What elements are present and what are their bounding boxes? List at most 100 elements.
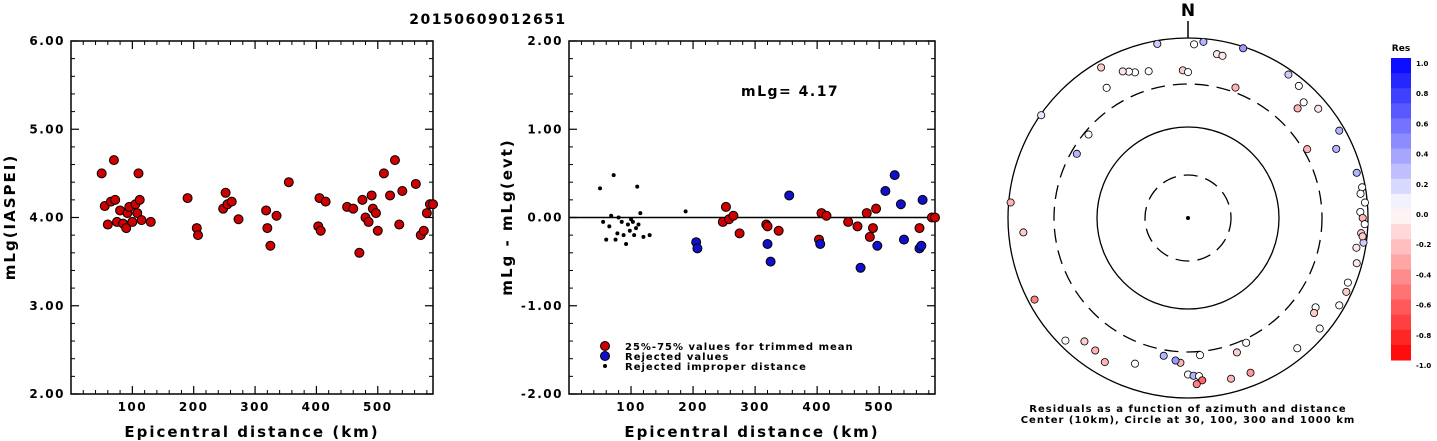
polar-station-point — [1315, 324, 1324, 333]
colorbar-cell — [1391, 254, 1411, 270]
panel1-accepted-point — [320, 196, 331, 207]
center-point — [1186, 216, 1190, 220]
polar-station-point — [1314, 104, 1323, 113]
panel2-improper-point — [598, 186, 603, 191]
colorbar-cell — [1391, 58, 1411, 74]
panel1-accepted-point — [108, 155, 119, 166]
panel2-rejected-point — [917, 194, 928, 205]
panel1-accepted-point — [96, 168, 107, 179]
legend-marker-improper — [603, 364, 607, 368]
colorbar-cell — [1391, 314, 1411, 331]
panel1-axes: 100 200 300 400 500 2.00 3.00 4.00 5.00 6.00 — [29, 34, 433, 414]
polar-station-point — [1293, 104, 1302, 113]
colorbar-title: Res — [1392, 44, 1410, 54]
panel2-rejected-point — [889, 170, 900, 181]
panel2-improper-point — [635, 184, 640, 189]
panel2-rejected-point — [762, 238, 773, 249]
figure-title: 20150609012651 — [409, 12, 566, 28]
polar-station-point — [1072, 149, 1081, 158]
panel2-improper-point — [636, 222, 641, 227]
colorbar-cell — [1391, 193, 1411, 210]
panel2-ytick-label: 1.00 — [527, 122, 563, 136]
panel1-accepted-point — [421, 208, 432, 219]
polar-station-point — [1335, 126, 1344, 135]
panel1-accepted-point — [394, 219, 405, 230]
panel1-accepted-point — [145, 216, 156, 227]
panel2-rejected-point — [855, 262, 866, 273]
panel2-improper-point — [616, 215, 621, 220]
panel1-accepted-point — [233, 214, 244, 225]
panel2-xtick-label: 500 — [864, 400, 894, 414]
polar-station-point — [1352, 168, 1361, 177]
polar-station-point — [1246, 368, 1255, 377]
panel2-rejected-point — [895, 199, 906, 210]
panel2-rejected-point — [765, 256, 776, 267]
panel2-ylabel: mLg - mLg(evt) — [498, 138, 516, 295]
north-label: N — [1181, 1, 1195, 21]
panel2-improper-point — [625, 222, 630, 227]
colorbar-ticks: 1.0 0.8 0.6 0.4 0.2 0.0 -0.2 -0.4 -0.6 -0.8 -1.0 — [1416, 60, 1431, 370]
panel1-xtick-label: 300 — [240, 400, 270, 414]
panel2-accepted-point — [762, 221, 773, 232]
panel2-ytick-label: 0.00 — [527, 211, 563, 225]
colorbar-tick-label: -0.2 — [1416, 241, 1431, 249]
circle-1000km — [1007, 37, 1369, 399]
colorbar-tick-label: 0.2 — [1416, 181, 1429, 189]
panel1-accepted-point — [385, 190, 396, 201]
colorbar-tick-label: -0.8 — [1416, 332, 1431, 340]
colorbar-cell — [1391, 133, 1411, 150]
panel1-accepted-point — [133, 168, 144, 179]
legend-label-improper: Rejected improper distance — [625, 362, 807, 373]
panel2-improper-point — [615, 231, 620, 236]
panel1-accepted-point — [357, 194, 368, 205]
panel2-xtick-label: 300 — [740, 400, 770, 414]
panel1-accepted-point — [397, 186, 408, 197]
circle-100km — [1096, 126, 1280, 310]
panel-polar: N Residuals as a function of azimuth and… — [1006, 1, 1369, 426]
panel1-accepted-point — [315, 225, 326, 236]
panel1-ytick-label: 6.00 — [29, 34, 65, 48]
panel1-accepted-point — [428, 199, 438, 210]
polar-station-point — [1100, 358, 1109, 367]
colorbar-tick-label: -0.6 — [1416, 302, 1431, 310]
panel2-accepted-point — [821, 210, 832, 221]
colorbar-cell — [1391, 284, 1411, 301]
polar-station-point — [1198, 376, 1207, 385]
colorbar-cell — [1391, 209, 1411, 225]
colorbar-tick-label: 0.0 — [1416, 211, 1429, 219]
panel1-accepted-point — [265, 240, 276, 251]
polar-station-point — [1153, 39, 1162, 48]
polar-station-point — [1091, 346, 1100, 355]
panel2-rejected-point — [916, 240, 927, 251]
colorbar-tick-label: 0.8 — [1416, 90, 1429, 98]
panel2-improper-point — [604, 237, 609, 242]
panel2-annotation: mLg= 4.17 — [741, 84, 839, 100]
polar-station-point — [1332, 144, 1341, 153]
panel2-accepted-point — [720, 201, 731, 212]
panel2-improper-point — [683, 209, 688, 214]
panel1-xtick-label: 100 — [118, 400, 148, 414]
colorbar-cell — [1391, 239, 1411, 255]
panel1-accepted-point — [220, 187, 231, 198]
panel2-accepted-point — [864, 231, 875, 242]
panel2-rejected-point — [872, 240, 883, 251]
panel1-xtick-label: 500 — [363, 400, 393, 414]
polar-station-point — [1352, 243, 1361, 252]
panel2-ytick-label: -2.00 — [521, 387, 563, 401]
panel2-rejected-point — [815, 238, 826, 249]
legend-marker-accepted — [600, 341, 610, 351]
panel2-accepted-point — [773, 225, 784, 236]
panel2-improper-point — [638, 211, 643, 216]
polar-station-point — [1080, 337, 1089, 346]
polar-station-point — [1239, 44, 1248, 53]
panel1-accepted-point — [363, 216, 374, 227]
polar-station-point — [1335, 301, 1344, 310]
polar-station-point — [1360, 198, 1369, 207]
colorbar-tick-label: 0.4 — [1416, 151, 1429, 159]
panel1-xtick-label: 200 — [179, 400, 209, 414]
polar-station-point — [1184, 68, 1193, 77]
panel2-improper-point — [641, 234, 646, 239]
panel2-improper-point — [619, 219, 624, 224]
panel2-ytick-label: 2.00 — [527, 34, 563, 48]
panel2-improper-point — [607, 224, 612, 229]
